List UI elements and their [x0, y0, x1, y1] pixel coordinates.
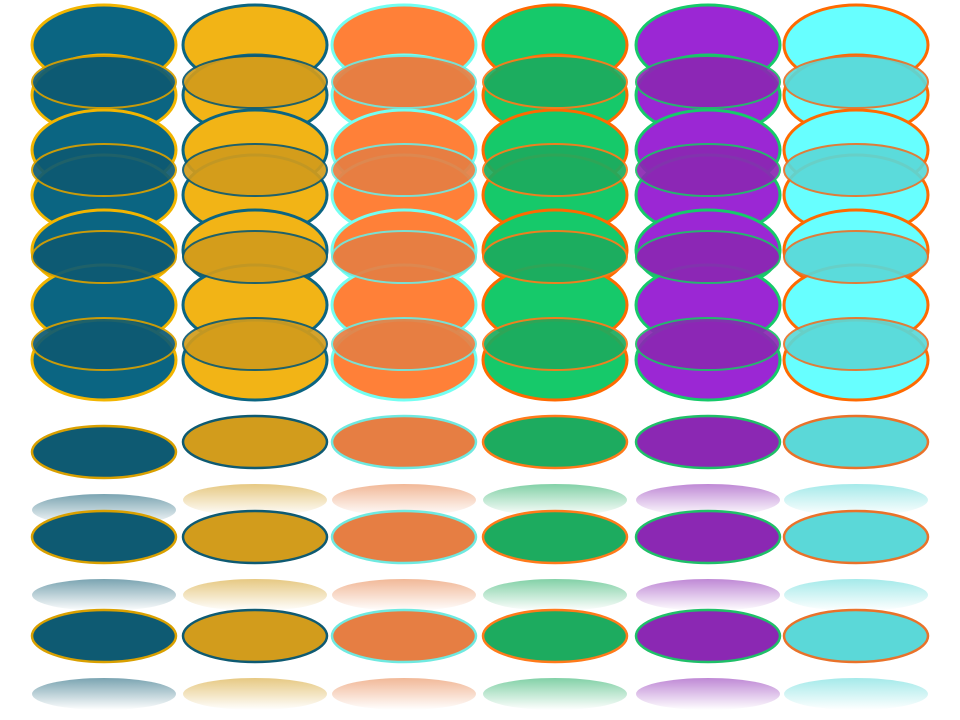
- reflected-disc-aqua-1: [782, 414, 930, 470]
- reflected-disc-purple-2: [634, 509, 782, 565]
- reflected-disc-layer: [30, 414, 930, 710]
- reflected-disc-yellow-3: [181, 608, 329, 664]
- reflection-teal-3: [32, 678, 176, 710]
- flat-disc-aqua-1: [783, 55, 929, 109]
- reflection-purple-1: [636, 484, 780, 516]
- flat-disc-purple-3: [635, 230, 781, 284]
- reflection-yellow-3: [183, 678, 327, 710]
- flat-disc-yellow-4: [182, 317, 328, 371]
- reflection-purple-2: [636, 579, 780, 611]
- flat-disc-purple-2: [635, 143, 781, 197]
- reflected-disc-aqua-2: [782, 509, 930, 565]
- reflection-purple-3: [636, 678, 780, 710]
- reflected-disc-purple-1: [634, 414, 782, 470]
- flat-disc-teal-4: [31, 317, 177, 371]
- reflected-disc-teal-2: [30, 509, 178, 565]
- stacked-disc-layer: [30, 3, 930, 402]
- flat-disc-orange-3: [331, 230, 477, 284]
- reflection-teal-2: [32, 579, 176, 611]
- flat-disc-aqua-4: [783, 317, 929, 371]
- flat-disc-green-3: [482, 230, 628, 284]
- flat-disc-orange-2: [331, 143, 477, 197]
- flat-disc-yellow-1: [182, 55, 328, 109]
- reflection-aqua-1: [784, 484, 928, 516]
- flat-disc-teal-2: [31, 143, 177, 197]
- reflection-green-1: [483, 484, 627, 516]
- flat-disc-orange-1: [331, 55, 477, 109]
- flat-disc-green-1: [482, 55, 628, 109]
- reflection-orange-3: [332, 678, 476, 710]
- flat-disc-green-2: [482, 143, 628, 197]
- reflected-disc-orange-2: [330, 509, 478, 565]
- flat-disc-orange-4: [331, 317, 477, 371]
- flat-disc-teal-1: [31, 55, 177, 109]
- flat-disc-aqua-2: [783, 143, 929, 197]
- reflection-yellow-2: [183, 579, 327, 611]
- flat-disc-teal-3: [31, 230, 177, 284]
- reflected-disc-green-2: [481, 509, 629, 565]
- flat-disc-green-4: [482, 317, 628, 371]
- flat-disc-purple-1: [635, 55, 781, 109]
- reflection-orange-2: [332, 579, 476, 611]
- reflection-yellow-1: [183, 484, 327, 516]
- flat-disc-yellow-3: [182, 230, 328, 284]
- reflection-green-2: [483, 579, 627, 611]
- reflection-aqua-2: [784, 579, 928, 611]
- flat-disc-yellow-2: [182, 143, 328, 197]
- flat-disc-aqua-3: [783, 230, 929, 284]
- reflected-disc-aqua-3: [782, 608, 930, 664]
- reflection-orange-1: [332, 484, 476, 516]
- reflected-disc-orange-3: [330, 608, 478, 664]
- reflected-disc-teal-1: [30, 424, 178, 480]
- reflected-disc-green-3: [481, 608, 629, 664]
- reflection-aqua-3: [784, 678, 928, 710]
- reflected-disc-green-1: [481, 414, 629, 470]
- flat-disc-purple-4: [635, 317, 781, 371]
- reflected-disc-orange-1: [330, 414, 478, 470]
- reflected-disc-yellow-1: [181, 414, 329, 470]
- reflected-disc-teal-3: [30, 608, 178, 664]
- reflected-disc-purple-3: [634, 608, 782, 664]
- reflected-disc-yellow-2: [181, 509, 329, 565]
- reflection-green-3: [483, 678, 627, 710]
